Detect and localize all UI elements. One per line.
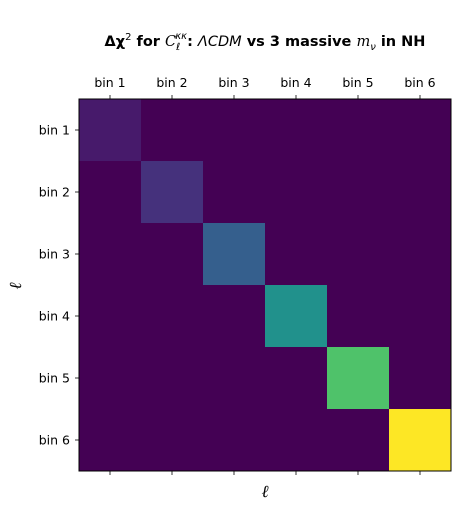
heatmap-cell xyxy=(141,99,204,162)
heatmap-cell xyxy=(327,99,390,162)
heatmap-cell xyxy=(141,347,204,410)
heatmap-cell xyxy=(265,223,328,286)
heatmap-cell xyxy=(141,161,204,224)
heatmap-cell xyxy=(203,99,266,162)
heatmap-cell xyxy=(389,223,452,286)
heatmap-cell xyxy=(327,285,390,348)
heatmap-cell xyxy=(389,347,452,410)
heatmap-cell xyxy=(327,347,390,410)
x-tick-label: bin 4 xyxy=(280,75,311,90)
y-tick-label: bin 6 xyxy=(39,433,70,448)
heatmap-cell xyxy=(265,285,328,348)
y-axis-label: ℓ xyxy=(6,282,26,289)
heatmap-cell xyxy=(141,223,204,286)
y-tick-label: bin 3 xyxy=(39,247,70,262)
heatmap-cell xyxy=(141,409,204,472)
heatmap-cell xyxy=(203,285,266,348)
heatmap-cell xyxy=(203,223,266,286)
heatmap-cell xyxy=(79,223,142,286)
y-ticks: bin 1 bin 2 bin 3 bin 4 bin 5 bin 6 xyxy=(39,123,79,448)
heatmap-cell xyxy=(389,161,452,224)
heatmap-cell xyxy=(265,409,328,472)
plot-frame xyxy=(78,98,452,472)
heatmap-cell xyxy=(265,99,328,162)
x-tick-label: bin 3 xyxy=(218,75,249,90)
heatmap-cell xyxy=(203,347,266,410)
x-ticks: bin 1 bin 2 bin 3 bin 4 bin 5 bin 6 xyxy=(94,75,436,475)
x-tick-label: bin 5 xyxy=(342,75,373,90)
chart-title: Δχ2 for Cℓκκ: ΛCDM vs 3 massive mν in NH xyxy=(105,31,426,53)
heatmap-cell xyxy=(141,285,204,348)
y-tick-label: bin 2 xyxy=(39,185,70,200)
heatmap-cells xyxy=(79,99,452,472)
y-tick-label: bin 5 xyxy=(39,371,70,386)
heatmap-cell xyxy=(265,161,328,224)
y-tick-label: bin 4 xyxy=(39,309,70,324)
heatmap-cell xyxy=(389,409,452,472)
heatmap-cell xyxy=(265,347,328,410)
heatmap-cell xyxy=(203,409,266,472)
heatmap-cell xyxy=(327,161,390,224)
heatmap-cell xyxy=(79,161,142,224)
x-tick-label: bin 1 xyxy=(94,75,125,90)
heatmap-cell xyxy=(389,285,452,348)
heatmap-cell xyxy=(79,347,142,410)
heatmap-cell xyxy=(327,223,390,286)
heatmap-cell xyxy=(203,161,266,224)
heatmap-cell xyxy=(79,409,142,472)
heatmap-cell xyxy=(79,285,142,348)
x-tick-label: bin 6 xyxy=(404,75,435,90)
x-axis-label: ℓ xyxy=(261,482,268,502)
x-tick-label: bin 2 xyxy=(156,75,187,90)
y-tick-label: bin 1 xyxy=(39,123,70,138)
heatmap-cell xyxy=(79,99,142,162)
heatmap-cell xyxy=(389,99,452,162)
heatmap-cell xyxy=(327,409,390,472)
